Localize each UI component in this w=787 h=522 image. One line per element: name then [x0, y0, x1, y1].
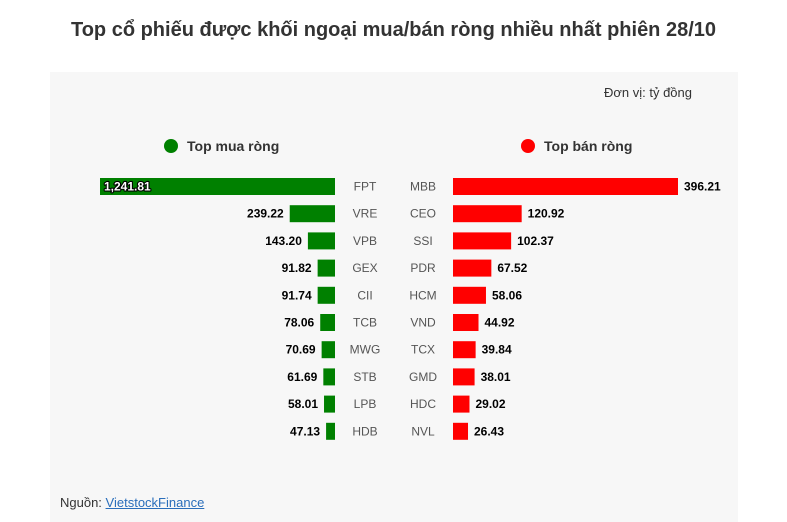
- sell-bar: [453, 259, 492, 277]
- buy-bar: [317, 286, 335, 304]
- buy-data-label: 78.06: [284, 316, 314, 330]
- buy-bar: [100, 178, 335, 195]
- sell-category-label: HCM: [409, 288, 436, 302]
- sell-bar: [453, 286, 486, 304]
- sell-category-label: VND: [410, 316, 436, 330]
- sell-data-label: 58.06: [492, 288, 522, 302]
- buy-category-label: MWG: [350, 343, 381, 357]
- buy-data-label: 91.82: [282, 261, 312, 275]
- source-link[interactable]: VietstockFinance: [105, 495, 205, 510]
- buy-bar: [317, 259, 335, 277]
- sell-data-label: 38.01: [481, 370, 511, 384]
- sell-bar: [453, 395, 470, 413]
- sell-category-label: CEO: [410, 207, 436, 221]
- chart-title: Top cổ phiếu được khối ngoại mua/bán ròn…: [70, 19, 717, 41]
- sell-category-label: NVL: [411, 424, 435, 438]
- sell-category-label: TCX: [411, 343, 435, 357]
- sell-category-label: SSI: [413, 234, 432, 248]
- buy-category-label: VRE: [353, 207, 378, 221]
- buy-bar: [326, 422, 335, 440]
- buy-data-label: 47.13: [290, 424, 320, 438]
- sell-category-label: PDR: [410, 261, 436, 275]
- buy-bar: [323, 368, 335, 386]
- sell-bar: [453, 205, 522, 223]
- buy-data-label: 91.74: [282, 288, 312, 302]
- buy-bar: [324, 395, 335, 413]
- legend-buy[interactable]: Top mua ròng: [164, 137, 279, 155]
- sell-bar: [453, 368, 475, 386]
- sell-data-label: 39.84: [482, 343, 512, 357]
- sell-category-label: MBB: [410, 180, 436, 194]
- buy-data-label: 239.22: [247, 207, 284, 221]
- buy-data-label: 143.20: [265, 234, 302, 248]
- sell-category-label: HDC: [410, 397, 436, 411]
- buy-data-label: 58.01: [288, 397, 318, 411]
- source: Nguồn: VietstockFinance: [60, 495, 204, 510]
- sell-data-label: 26.43: [474, 424, 504, 438]
- buy-category-label: FPT: [354, 180, 377, 194]
- sell-bar: [453, 178, 678, 195]
- sell-bar: [453, 422, 469, 440]
- buy-bar: [289, 205, 335, 223]
- buy-category-label: CII: [357, 288, 372, 302]
- buy-data-label: 70.69: [286, 343, 316, 357]
- legend-sell-dot-icon: [521, 139, 535, 153]
- sell-bar: [453, 314, 479, 331]
- unit-label: Đơn vị: tỷ đồng: [603, 85, 692, 100]
- buy-bar: [307, 232, 335, 250]
- legend-sell-label: Top bán ròng: [544, 138, 633, 154]
- sell-data-label: 44.92: [485, 316, 515, 330]
- buy-category-label: HDB: [352, 424, 377, 438]
- buy-category-label: TCB: [353, 316, 377, 330]
- sell-bar: [453, 341, 476, 359]
- sell-data-label: 396.21: [684, 180, 721, 194]
- sell-data-label: 120.92: [528, 207, 565, 221]
- buy-category-label: STB: [353, 370, 376, 384]
- legend-buy-dot-icon: [164, 139, 178, 153]
- sell-data-label: 29.02: [475, 397, 505, 411]
- buy-category-label: VPB: [353, 234, 377, 248]
- sell-data-label: 102.37: [517, 234, 554, 248]
- sell-category-label: GMD: [409, 370, 437, 384]
- buy-category-label: LPB: [354, 397, 377, 411]
- sell-data-label: 67.52: [497, 261, 527, 275]
- buy-category-label: GEX: [352, 261, 377, 275]
- buy-bar: [320, 314, 335, 331]
- legend-buy-label: Top mua ròng: [187, 138, 280, 154]
- legend-sell[interactable]: Top bán ròng: [521, 137, 632, 155]
- buy-data-label: 1,241.81: [104, 180, 151, 194]
- buy-bar: [321, 341, 335, 359]
- buy-data-label: 61.69: [287, 370, 317, 384]
- source-prefix: Nguồn:: [60, 495, 106, 510]
- sell-bar: [453, 232, 512, 250]
